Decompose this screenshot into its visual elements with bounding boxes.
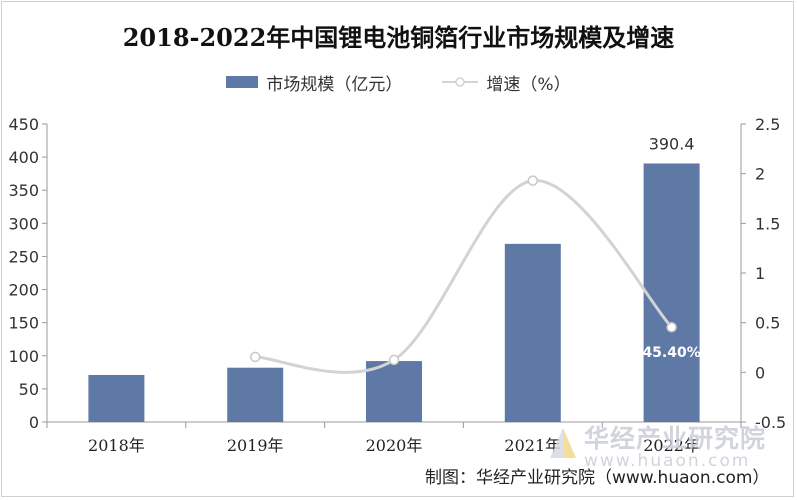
bar	[504, 243, 561, 422]
x-tick-label: 2021年	[504, 436, 561, 455]
bar	[366, 361, 422, 422]
left-tick-label: 200	[8, 281, 39, 300]
x-tick-label: 2020年	[366, 436, 423, 455]
legend-line-label: 增速（%）	[486, 74, 571, 95]
legend-bar-label: 市场规模（亿元）	[266, 74, 403, 95]
chart-title: 2018-2022年中国锂电池铜箔行业市场规模及增速	[122, 23, 675, 52]
left-tick-label: 300	[8, 214, 39, 233]
left-tick-label: 150	[8, 314, 39, 333]
left-tick-label: 250	[8, 247, 39, 266]
left-tick-label: 50	[19, 380, 39, 399]
x-tick-label: 2019年	[227, 436, 284, 455]
right-tick-label: 0	[755, 363, 765, 382]
right-tick-label: 2.5	[755, 115, 780, 134]
left-tick-label: 100	[8, 347, 39, 366]
right-tick-label: -0.5	[755, 413, 786, 432]
right-tick-label: 0.5	[755, 314, 780, 333]
watermark: 华经产业研究院 www.huaon.com	[548, 426, 766, 470]
line-data-label: 45.40%	[642, 345, 700, 361]
x-tick-label: 2022年	[643, 436, 700, 455]
bar	[88, 374, 145, 422]
legend-line-swatch	[442, 77, 479, 87]
source-note: 制图：华经产业研究院（www.huaon.com）	[425, 468, 770, 488]
bar-data-label: 390.4	[649, 134, 695, 153]
left-tick-label: 450	[8, 115, 39, 134]
right-tick-label: 1.5	[755, 214, 780, 233]
left-tick-label: 0	[29, 413, 39, 432]
watermark-name: 华经产业研究院	[584, 424, 767, 453]
growth-point	[388, 354, 400, 366]
bar	[643, 163, 700, 422]
chart-legend: 市场规模（亿元） 增速（%）	[0, 70, 797, 95]
growth-point	[666, 321, 677, 333]
growth-point	[249, 351, 261, 363]
right-tick-label: 2	[755, 165, 765, 184]
left-tick-label: 400	[8, 148, 39, 167]
watermark-url: www.huaon.com	[584, 451, 751, 471]
x-tick-label: 2018年	[88, 436, 145, 455]
legend-item-bar: 市场规模（亿元）	[226, 70, 402, 95]
growth-line	[255, 179, 673, 374]
legend-item-line: 增速（%）	[442, 70, 571, 95]
left-tick-label: 350	[8, 181, 39, 200]
legend-bar-swatch	[226, 76, 259, 88]
growth-point	[527, 175, 539, 186]
right-tick-label: 1	[755, 264, 765, 283]
watermark-logo-icon	[550, 428, 576, 458]
bar	[227, 367, 284, 422]
